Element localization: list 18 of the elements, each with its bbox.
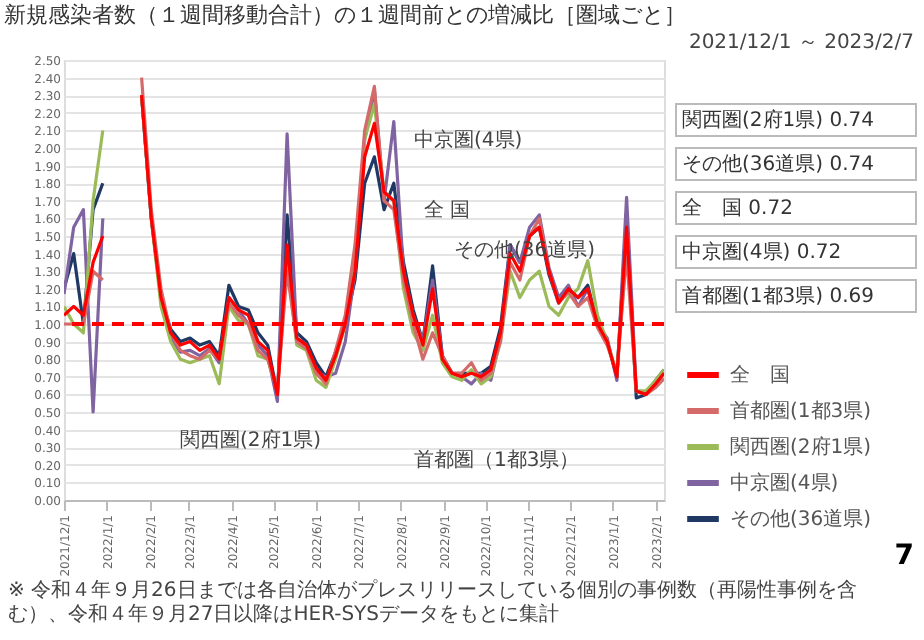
legend-label: 首都圏(1都3県) [730,399,872,423]
legend-label: その他(36道県) [730,507,872,531]
legend-label: 関西圏(2府1県) [730,435,872,459]
legend-label: 全 国 [730,363,790,387]
annotation: 中京圏(4県) [414,128,523,152]
chart-title: 新規感染者数（１週間移動合計）の１週間前との増減比［圏域ごと］ [4,2,686,28]
text: 全 国 0.72 [682,196,793,220]
text: ※ 令和４年９月26日までは各自治体がプレスリリースしている個別の事例数（再陽性事例を含む）、令和４年９月27日以降はHER-SYSデータをもとに集計 [8,578,857,626]
text: 2021/12/1 ～ 2023/2/7 [688,32,914,54]
text: その他(36道県) 0.74 [682,152,874,176]
legend-label: 中京圏(4県) [730,471,839,495]
text: 7 [894,540,914,572]
annotation: 首都圏（1都3県） [414,448,580,472]
annotation: 関西圏(2府1県) [180,428,322,452]
text: 関西圏(2府1県) 0.74 [682,108,874,132]
annotation: 全 国 [424,198,471,222]
text: 中京圏(4県) 0.72 [682,240,842,264]
text: 首都圏(1都3県) 0.69 [682,284,874,308]
